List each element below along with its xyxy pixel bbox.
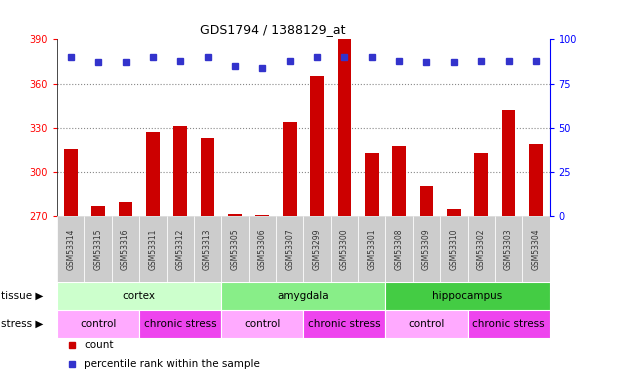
Text: GSM53299: GSM53299 — [312, 228, 322, 270]
Bar — [57, 216, 84, 282]
Bar — [468, 310, 550, 338]
Text: cortex: cortex — [123, 291, 156, 301]
Bar — [119, 202, 132, 216]
Bar — [303, 216, 331, 282]
Text: GSM53300: GSM53300 — [340, 228, 349, 270]
Bar — [276, 216, 303, 282]
Text: GSM53315: GSM53315 — [94, 228, 102, 270]
Bar — [57, 310, 139, 338]
Bar — [255, 215, 269, 216]
Text: GSM53306: GSM53306 — [258, 228, 267, 270]
Text: chronic stress: chronic stress — [472, 319, 545, 329]
Bar — [283, 122, 296, 216]
Text: GSM53303: GSM53303 — [504, 228, 513, 270]
Text: count: count — [84, 340, 114, 350]
Text: GSM53312: GSM53312 — [176, 228, 184, 270]
Bar — [420, 186, 433, 216]
Text: GSM53301: GSM53301 — [367, 228, 376, 270]
Text: GSM53307: GSM53307 — [285, 228, 294, 270]
Bar — [221, 282, 386, 310]
Bar — [166, 216, 194, 282]
Text: GSM53305: GSM53305 — [230, 228, 240, 270]
Text: GSM53304: GSM53304 — [532, 228, 540, 270]
Bar — [173, 126, 187, 216]
Text: GSM53302: GSM53302 — [477, 228, 486, 270]
Text: control: control — [80, 319, 116, 329]
Bar — [64, 148, 78, 216]
Bar — [338, 39, 351, 216]
Text: GSM53311: GSM53311 — [148, 228, 157, 270]
Bar — [522, 216, 550, 282]
Bar — [365, 153, 379, 216]
Bar — [194, 216, 221, 282]
Text: GSM53310: GSM53310 — [450, 228, 458, 270]
Bar — [468, 216, 495, 282]
Bar — [248, 216, 276, 282]
Bar — [529, 144, 543, 216]
Bar — [386, 282, 550, 310]
Bar — [303, 310, 386, 338]
Bar — [57, 282, 221, 310]
Bar — [331, 216, 358, 282]
Bar — [495, 216, 522, 282]
Bar — [386, 216, 413, 282]
Text: GSM53313: GSM53313 — [203, 228, 212, 270]
Text: control: control — [244, 319, 281, 329]
Text: hippocampus: hippocampus — [432, 291, 502, 301]
Text: stress ▶: stress ▶ — [1, 319, 43, 329]
Bar — [228, 213, 242, 216]
Bar — [413, 216, 440, 282]
Bar — [440, 216, 468, 282]
Bar — [447, 209, 461, 216]
Text: tissue ▶: tissue ▶ — [1, 291, 43, 301]
Bar — [474, 153, 488, 216]
Text: GDS1794 / 1388129_at: GDS1794 / 1388129_at — [199, 22, 345, 36]
Bar — [386, 310, 468, 338]
Bar — [139, 310, 221, 338]
Text: GSM53314: GSM53314 — [66, 228, 75, 270]
Bar — [146, 132, 160, 216]
Bar — [502, 110, 515, 216]
Text: GSM53308: GSM53308 — [394, 228, 404, 270]
Bar — [358, 216, 386, 282]
Text: GSM53316: GSM53316 — [121, 228, 130, 270]
Text: chronic stress: chronic stress — [144, 319, 217, 329]
Bar — [392, 146, 406, 216]
Bar — [221, 310, 303, 338]
Bar — [112, 216, 139, 282]
Text: chronic stress: chronic stress — [308, 319, 381, 329]
Bar — [201, 138, 214, 216]
Bar — [221, 216, 248, 282]
Text: amygdala: amygdala — [278, 291, 329, 301]
Text: percentile rank within the sample: percentile rank within the sample — [84, 359, 260, 369]
Text: control: control — [408, 319, 445, 329]
Bar — [310, 76, 324, 216]
Bar — [84, 216, 112, 282]
Bar — [91, 206, 105, 216]
Text: GSM53309: GSM53309 — [422, 228, 431, 270]
Bar — [139, 216, 166, 282]
